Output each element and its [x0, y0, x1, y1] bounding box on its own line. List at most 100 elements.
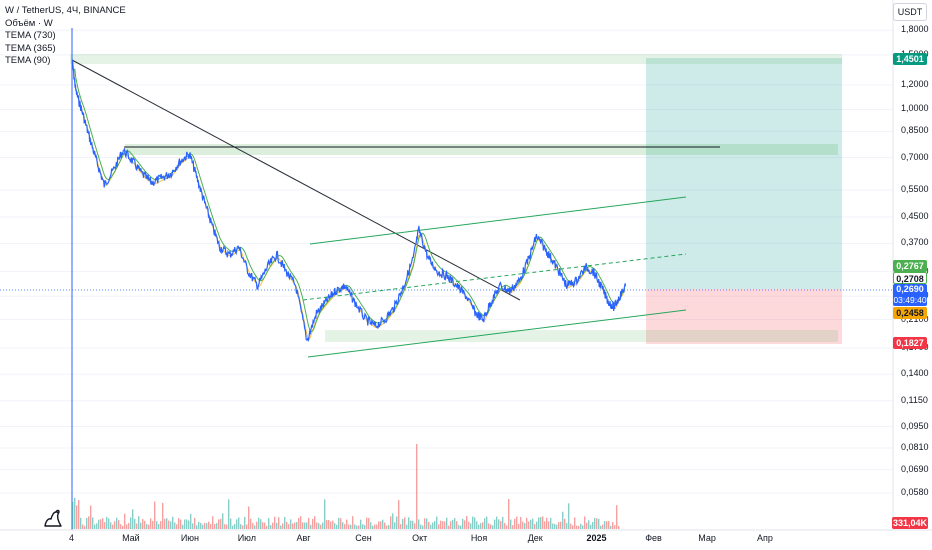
volume-bar [560, 521, 562, 529]
volume-bar [90, 505, 92, 529]
volume-bar [146, 524, 148, 529]
volume-bar [270, 525, 272, 529]
x-tick-label: Окт [412, 533, 428, 543]
volume-bar [100, 519, 102, 529]
volume-bar [334, 523, 336, 529]
volume-bar [204, 522, 206, 529]
x-tick-label: Июн [180, 533, 200, 543]
volume-bar [186, 519, 188, 529]
volume-bar [416, 444, 418, 529]
tradingview-logo-icon[interactable] [42, 506, 66, 530]
volume-bar [196, 525, 198, 529]
volume-bar [120, 524, 122, 529]
volume-bar [576, 525, 578, 529]
currency-button[interactable]: USDT [893, 3, 927, 21]
volume-bar [228, 499, 230, 529]
volume-bar [382, 519, 384, 529]
volume-bar [250, 518, 252, 529]
volume-bar [252, 522, 254, 529]
volume-bar [182, 524, 184, 529]
volume-bar [84, 525, 86, 529]
volume-bar [322, 522, 324, 529]
volume-bar [98, 519, 100, 529]
volume-bar [568, 503, 570, 529]
volume-bar [174, 522, 176, 529]
tp-lower-price-label: 0,2708 [893, 272, 927, 284]
volume-bar [268, 518, 270, 529]
volume-bar [592, 522, 594, 529]
volume-bar [168, 520, 170, 529]
x-tick-label: Мар [698, 533, 716, 543]
volume-bar [522, 521, 524, 529]
volume-bar [516, 516, 518, 529]
legend-tema-90[interactable]: TEMA (90) [5, 55, 51, 66]
y-tick-label: 0,4500 [901, 211, 929, 222]
volume-bar [218, 519, 220, 529]
y-tick-label: 0,0580 [901, 487, 929, 497]
volume-bar [324, 499, 326, 529]
volume-bar [374, 524, 376, 529]
volume-bar [544, 521, 546, 529]
volume-bar [152, 520, 154, 529]
volume-bar [346, 519, 348, 529]
volume-bar [116, 517, 118, 529]
volume-bar [258, 517, 260, 529]
volume-bar [606, 521, 608, 529]
legend-tema-365[interactable]: TEMA (365) [5, 42, 56, 54]
volume-bar [338, 517, 340, 529]
volume-bar [222, 513, 224, 529]
volume-bar [464, 520, 466, 529]
volume-bar [452, 520, 454, 529]
volume-bar [82, 524, 84, 529]
legend-symbol[interactable]: W / TetherUS, 4Ч, BINANCE [5, 5, 126, 16]
y-tick-label: 0,5500 [901, 183, 929, 194]
volume-bar [420, 524, 422, 529]
volume-bar [400, 524, 402, 529]
legend-tema-730[interactable]: TEMA (730) [5, 30, 56, 41]
volume-bar [372, 525, 374, 529]
volume-bar [110, 522, 112, 529]
volume-bar [486, 516, 488, 529]
y-tick-label: 0,3700 [901, 237, 929, 248]
volume-bar [284, 516, 286, 529]
volume-bar [514, 518, 516, 529]
volume-bar [180, 519, 182, 529]
volume-bar [316, 522, 318, 529]
volume-bar [210, 524, 212, 529]
volume-bar [444, 521, 446, 529]
channel-mid-line [302, 253, 687, 301]
volume-bar [88, 516, 90, 529]
volume-bar [92, 517, 94, 529]
volume-bar [276, 522, 278, 529]
volume-bar [540, 517, 542, 529]
volume-bar [442, 521, 444, 529]
volume-bar [330, 521, 332, 529]
volume-bar [562, 511, 564, 529]
volume-bar [86, 517, 88, 529]
volume-bar [418, 519, 420, 529]
volume-bar [482, 522, 484, 529]
volume-bar [282, 523, 284, 529]
volume-bar [96, 523, 98, 529]
chart-legend: W / TetherUS, 4Ч, BINANCE Объём · W TEMA… [5, 5, 126, 68]
volume-bar [458, 525, 460, 529]
x-tick-label: Апр [757, 533, 773, 543]
volume-bar [422, 525, 424, 529]
legend-volume[interactable]: Объём · W [5, 17, 53, 29]
volume-bar [112, 524, 114, 529]
volume-bar [388, 525, 390, 529]
volume-bar [384, 522, 386, 529]
volume-bar [160, 521, 162, 529]
volume-bar [208, 521, 210, 529]
volume-bar [78, 500, 80, 529]
volume-bar [102, 518, 104, 529]
volume-bar [234, 524, 236, 529]
volume-bar [166, 518, 168, 529]
volume-bar [548, 521, 550, 529]
current-price-value: 0,2690 [896, 284, 924, 294]
volume-bar [596, 518, 598, 529]
volume-bar [602, 524, 604, 529]
volume-bar [326, 520, 328, 529]
volume-bar [586, 522, 588, 529]
